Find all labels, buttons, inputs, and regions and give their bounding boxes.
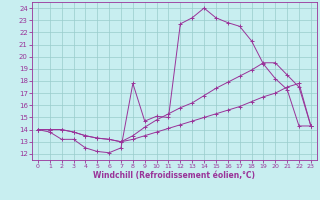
X-axis label: Windchill (Refroidissement éolien,°C): Windchill (Refroidissement éolien,°C) bbox=[93, 171, 255, 180]
